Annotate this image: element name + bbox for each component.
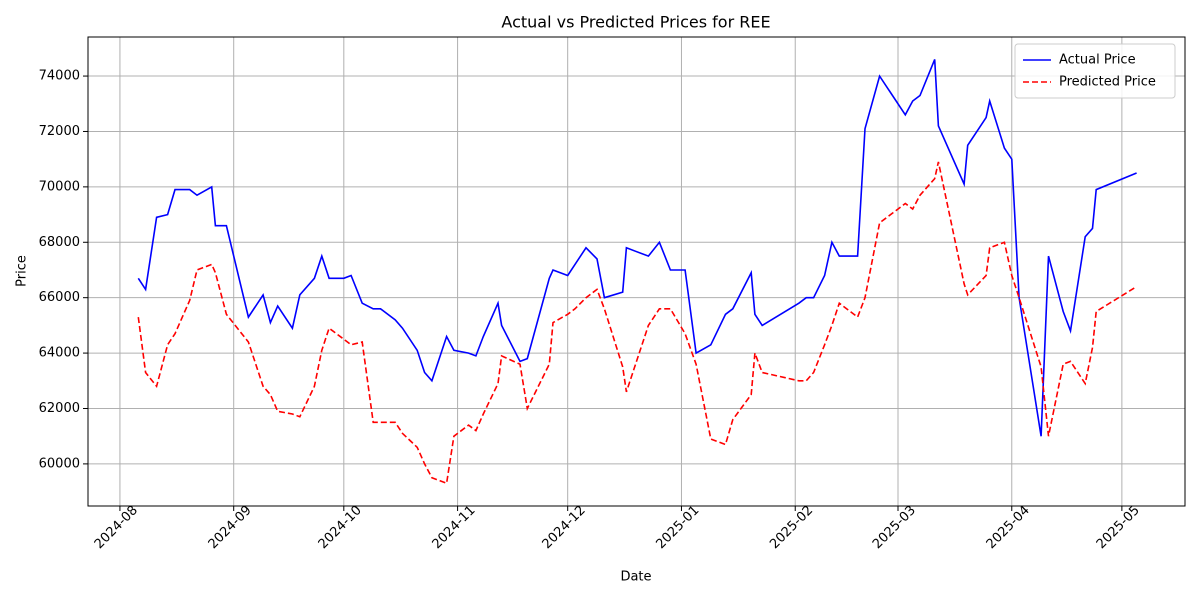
y-axis-label: Price (15, 255, 30, 287)
x-tick-label: 2025-05 (1094, 503, 1143, 552)
x-tick-label: 2025-02 (767, 503, 816, 552)
x-tick-label: 2024-10 (316, 503, 365, 552)
y-tick-label: 72000 (39, 124, 80, 139)
plot-frame (87, 36, 1186, 507)
x-tick-label: 2024-11 (430, 503, 479, 552)
x-axis-label: Date (620, 570, 651, 585)
x-tick-label: 2024-08 (92, 503, 141, 552)
x-tick-label: 2025-01 (653, 503, 702, 552)
line-series (137, 161, 1138, 485)
legend: Actual Price Predicted Price (1014, 43, 1176, 99)
x-tick-label: 2025-03 (870, 503, 919, 552)
y-tick-label: 62000 (39, 401, 80, 416)
y-tick-label: 70000 (39, 179, 80, 194)
chart-title: Actual vs Predicted Prices for REE (501, 13, 770, 32)
y-tick-label: 60000 (39, 456, 80, 471)
y-tick-label: 68000 (39, 235, 80, 250)
y-tick-label: 74000 (39, 69, 80, 84)
y-tick-label: 66000 (39, 290, 80, 305)
x-tick-label: 2024-12 (540, 503, 589, 552)
y-tick-label: 64000 (39, 346, 80, 361)
legend-label: Actual Price (1059, 53, 1136, 68)
x-tick-label: 2025-04 (984, 503, 1033, 552)
x-tick-label: 2024-09 (206, 503, 255, 552)
legend-label: Predicted Price (1059, 75, 1156, 90)
legend-box (1014, 43, 1176, 99)
line-series (137, 59, 1137, 437)
